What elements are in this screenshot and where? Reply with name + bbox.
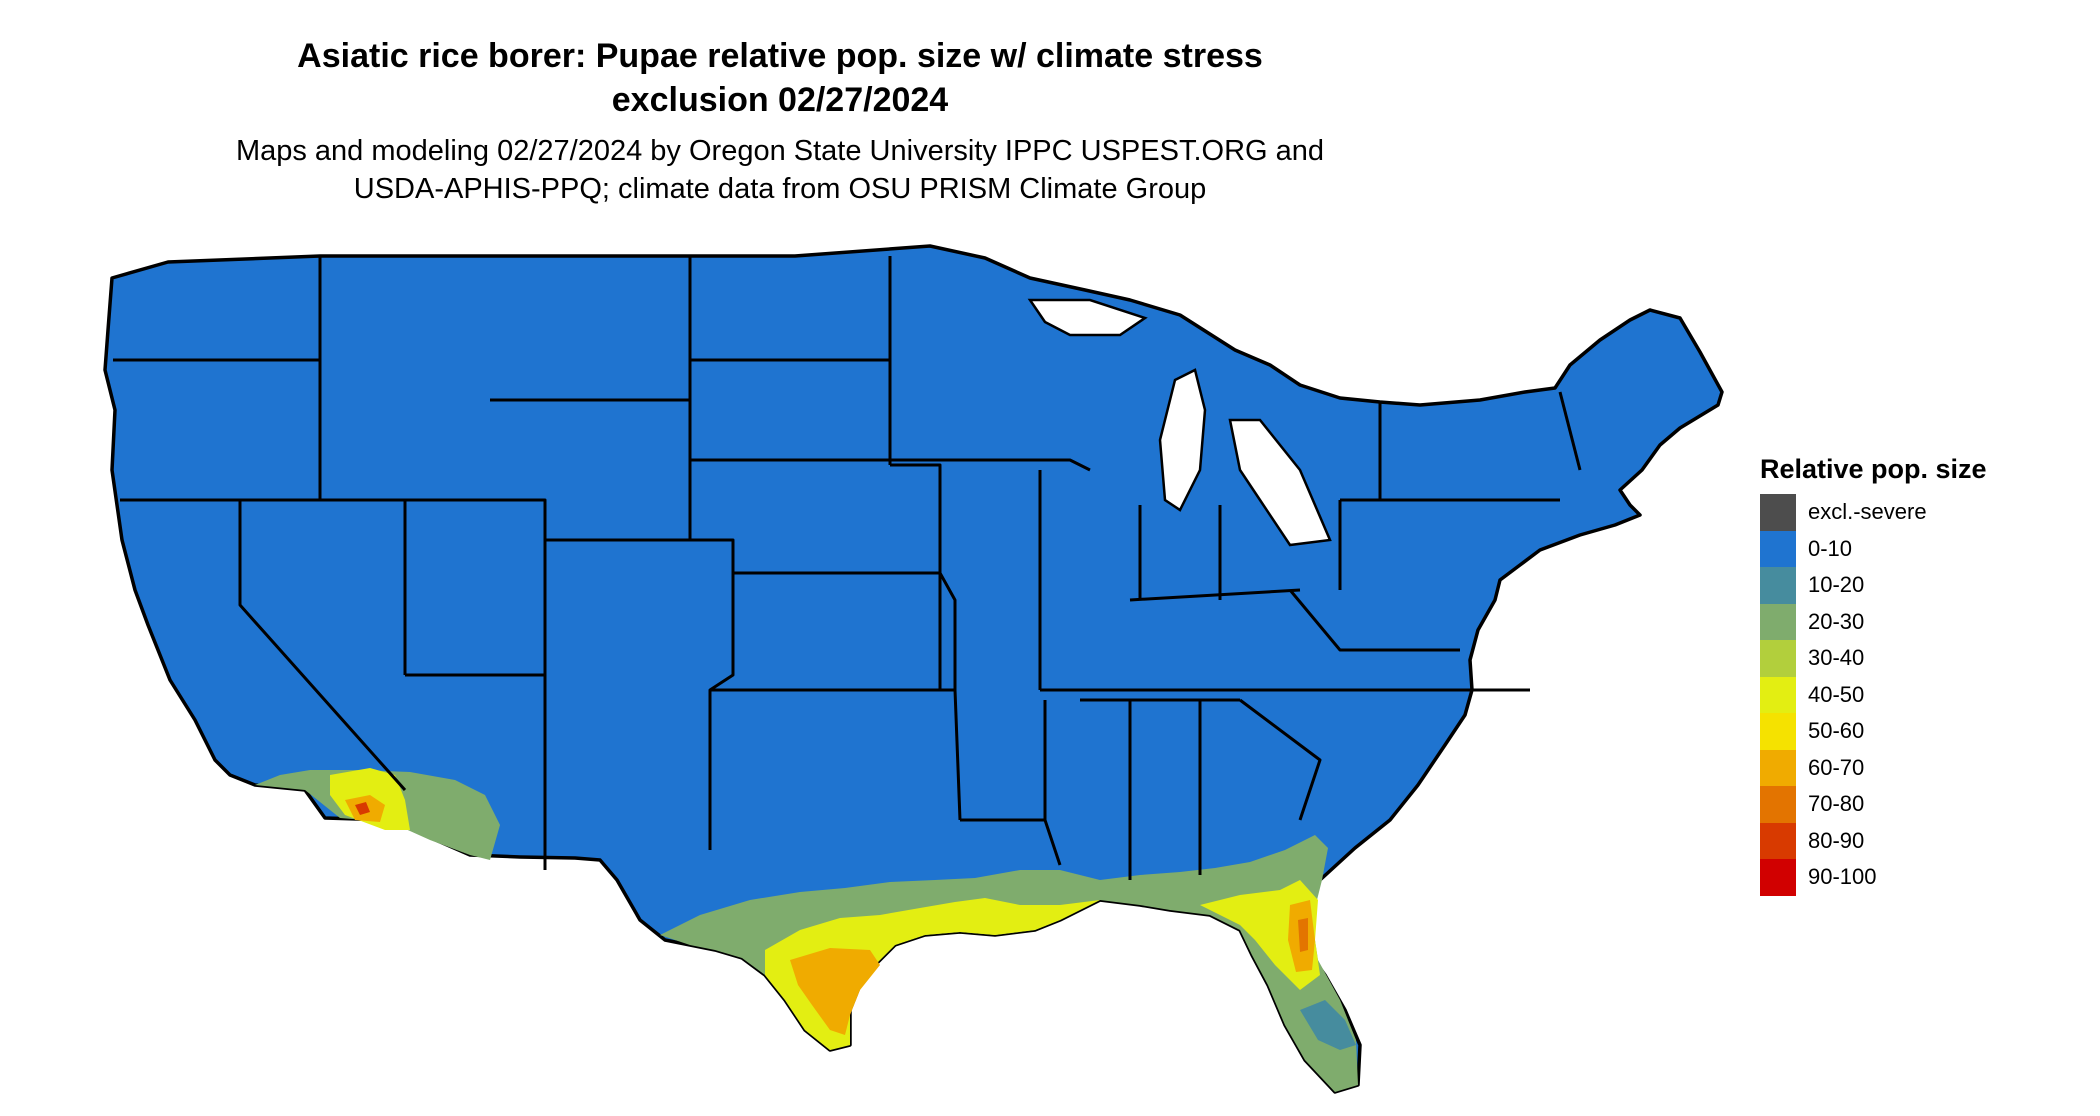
legend-label: excl.-severe bbox=[1808, 499, 1927, 525]
map-subtitle-line-2: USDA-APHIS-PPQ; climate data from OSU PR… bbox=[353, 173, 1207, 205]
legend-label: 20-30 bbox=[1808, 608, 1865, 634]
legend-swatch bbox=[1760, 822, 1796, 859]
legend-item: 0-10 bbox=[1760, 530, 2080, 567]
legend-label: 30-40 bbox=[1808, 645, 1865, 671]
legend-item: 50-60 bbox=[1760, 713, 2080, 750]
legend-swatch bbox=[1760, 567, 1796, 604]
state-boundaries bbox=[113, 256, 1582, 880]
legend-swatch bbox=[1760, 603, 1796, 640]
legend-title: Relative pop. size bbox=[1760, 454, 1987, 484]
legend-item: 70-80 bbox=[1760, 786, 2080, 823]
map-subtitle-line-1: Maps and modeling 02/27/2024 by Oregon S… bbox=[235, 135, 1325, 167]
legend-label: 90-100 bbox=[1808, 864, 1877, 890]
legend-item: 80-90 bbox=[1760, 822, 2080, 859]
legend-swatch bbox=[1760, 494, 1796, 531]
us-map bbox=[103, 244, 1724, 1094]
legend-item: 40-50 bbox=[1760, 676, 2080, 713]
lake-huron-erie bbox=[1228, 418, 1332, 547]
legend-label: 80-90 bbox=[1808, 827, 1865, 853]
legend-item: 20-30 bbox=[1760, 603, 2080, 640]
us-outline bbox=[103, 244, 1724, 1094]
lake-superior bbox=[1027, 298, 1148, 337]
zone-60-70-texas bbox=[790, 948, 880, 1035]
legend-swatch bbox=[1760, 786, 1796, 823]
zone-80-90-arizona bbox=[355, 802, 370, 815]
map-legend: Relative pop. size excl.-severe 0-10 10-20… bbox=[1760, 452, 2080, 896]
legend-label: 10-20 bbox=[1808, 572, 1865, 598]
legend-label: 60-70 bbox=[1808, 754, 1865, 780]
map-title-line-2: exclusion 02/27/2024 bbox=[611, 81, 949, 119]
legend-item: 90-100 bbox=[1760, 859, 2080, 896]
legend-swatch bbox=[1760, 749, 1796, 786]
map-title-line-1: Asiatic rice borer: Pupae relative pop. … bbox=[297, 37, 1263, 75]
legend-swatch bbox=[1760, 640, 1796, 677]
legend-swatch bbox=[1760, 530, 1796, 567]
legend-label: 50-60 bbox=[1808, 718, 1865, 744]
legend-item: 60-70 bbox=[1760, 749, 2080, 786]
legend-swatch bbox=[1760, 676, 1796, 713]
map-subtitle: Maps and modeling 02/27/2024 by Oregon S… bbox=[0, 132, 1560, 208]
map-title: Asiatic rice borer: Pupae relative pop. … bbox=[0, 34, 1560, 122]
legend-item: 30-40 bbox=[1760, 640, 2080, 677]
legend-label: 0-10 bbox=[1808, 535, 1853, 561]
legend-item: excl.-severe bbox=[1760, 494, 2080, 531]
legend-label: 40-50 bbox=[1808, 681, 1865, 707]
legend-swatch bbox=[1760, 859, 1796, 896]
legend-label: 70-80 bbox=[1808, 791, 1865, 817]
legend-item: 10-20 bbox=[1760, 567, 2080, 604]
legend-items: excl.-severe 0-10 10-20 20-30 30-40 40-50 50-6… bbox=[1760, 494, 2080, 896]
lake-michigan bbox=[1158, 368, 1207, 512]
legend-swatch bbox=[1760, 713, 1796, 750]
zone-70-80-florida bbox=[1298, 918, 1308, 952]
zone-10-20-florida bbox=[1300, 1000, 1356, 1050]
